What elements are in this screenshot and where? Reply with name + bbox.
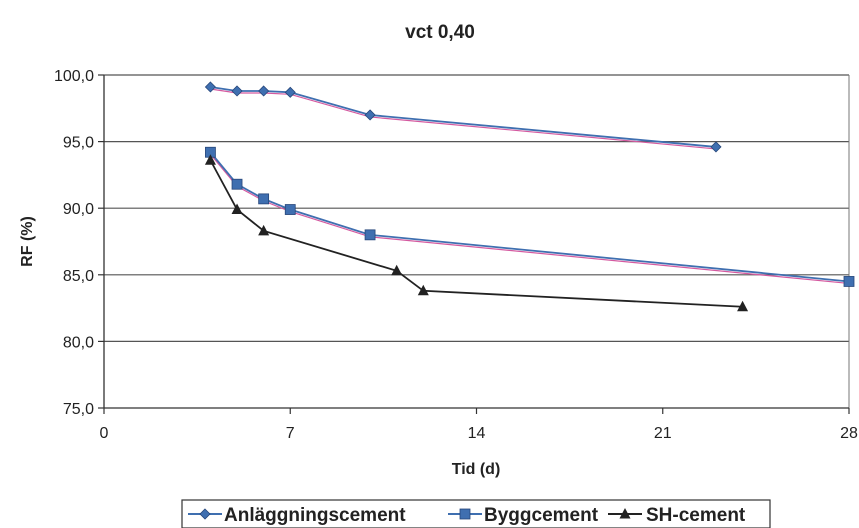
x-tick-label: 14	[468, 425, 486, 442]
data-point	[710, 141, 722, 153]
data-point	[391, 264, 403, 276]
legend-marker	[619, 508, 631, 519]
series-line	[210, 86, 717, 148]
data-point	[284, 86, 296, 98]
y-axis-title: RF (%)	[19, 216, 36, 267]
series-line	[209, 159, 743, 308]
legend-marker	[459, 508, 471, 520]
legend-label: Byggcement	[484, 505, 599, 526]
data-point	[258, 224, 270, 236]
y-tick-label: 75,0	[63, 401, 94, 418]
x-tick-label: 21	[654, 425, 672, 442]
data-point	[364, 229, 376, 241]
data-point	[231, 203, 243, 215]
x-tick-label: 28	[840, 425, 858, 442]
y-tick-label: 85,0	[63, 268, 94, 285]
data-point	[258, 193, 270, 205]
tick-labels: 75,0 80,0 85,0 90,0 95,0 100,0 0 7 14 21 28	[54, 68, 858, 442]
data-point	[843, 276, 855, 287]
axes	[98, 74, 850, 414]
gridlines	[104, 74, 849, 342]
data-point	[258, 85, 270, 97]
data-point	[204, 81, 216, 93]
y-tick-label: 95,0	[63, 135, 94, 152]
y-tick-label: 80,0	[63, 334, 94, 351]
legend-label: Anläggningscement	[224, 505, 406, 526]
series-shadow-line	[209, 153, 850, 285]
x-tick-label: 0	[100, 425, 109, 442]
series-sh-cement	[204, 154, 749, 312]
legend: Anläggningscement Byggcement SH-cement	[181, 499, 771, 528]
data-point	[231, 178, 243, 190]
x-tick-label: 7	[286, 425, 295, 442]
y-tick-label: 100,0	[54, 68, 94, 85]
data-point	[284, 204, 296, 215]
data-point	[417, 284, 429, 296]
series-byggcement	[205, 146, 855, 287]
series-anl-ggningscement	[204, 81, 722, 153]
data-point	[231, 85, 243, 97]
x-axis-title: Tid (d)	[452, 461, 501, 478]
legend-label: SH-cement	[646, 505, 746, 526]
y-tick-label: 90,0	[63, 201, 94, 218]
series-layer	[204, 81, 855, 312]
legend-marker	[199, 508, 211, 520]
data-point	[737, 300, 749, 312]
chart-title: vct 0,40	[405, 22, 475, 43]
data-point	[204, 154, 216, 165]
data-point	[364, 109, 376, 121]
series-shadow-line	[210, 88, 717, 150]
